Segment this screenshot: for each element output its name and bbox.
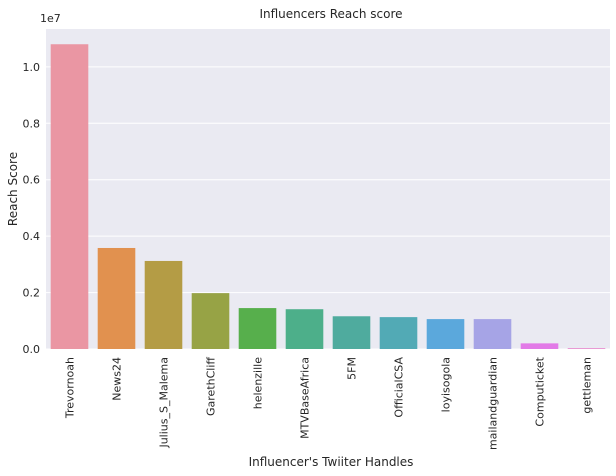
y-tick-label: 0.2	[23, 287, 41, 300]
y-axis-label: Reach Score	[6, 152, 20, 226]
x-tick-label: mailandguardian	[487, 357, 500, 450]
x-tick-label: GarethCliff	[205, 357, 218, 416]
x-tick-labels: Trevornoah News24 Julius_S_Malema GarethCli…	[64, 356, 594, 450]
bars	[50, 44, 606, 349]
y-tick-label: 0.6	[23, 174, 41, 187]
y-tick-label: 0.8	[23, 117, 41, 130]
x-tick-label: helenzille	[252, 357, 265, 409]
x-tick-label: loyisogola	[440, 357, 453, 412]
gridlines	[46, 66, 610, 350]
bar-gettleman	[567, 348, 606, 349]
chart-title: Influencers Reach score	[259, 7, 402, 21]
y-tick-label: 0.4	[23, 230, 41, 243]
x-tick-label: MTVBaseAfrica	[299, 357, 312, 439]
bar-OfficialCSA	[379, 317, 418, 349]
y-tick-labels: 0.0 0.2 0.4 0.6 0.8 1.0	[23, 61, 41, 356]
x-tick-label: OfficialCSA	[393, 357, 406, 418]
bar-Julius_S_Malema	[144, 260, 183, 349]
x-tick-label: Julius_S_Malema	[158, 357, 171, 449]
bar-MTVBaseAfrica	[285, 309, 324, 349]
bar-GarethCliff	[191, 293, 230, 349]
x-tick-label: Computicket	[534, 356, 547, 426]
y-tick-label: 0.0	[23, 343, 41, 356]
bar-5FM	[332, 316, 371, 349]
y-tick-label: 1.0	[23, 61, 41, 74]
y-offset-text: 1e7	[40, 12, 61, 25]
bar-loyisogola	[426, 319, 465, 349]
x-tick-label: gettleman	[581, 357, 594, 414]
x-tick-label: 5FM	[346, 357, 359, 380]
plot-area	[46, 29, 610, 349]
bar-Trevornoah	[50, 44, 89, 349]
x-tick-label: Trevornoah	[64, 357, 77, 419]
bar-News24	[97, 247, 136, 349]
bar-Computicket	[520, 343, 559, 349]
bar-helenzille	[238, 308, 277, 349]
bar-mailandguardian	[473, 319, 512, 349]
x-axis-label: Influencer's Twiiter Handles	[249, 455, 414, 469]
x-tick-label: News24	[111, 357, 124, 401]
